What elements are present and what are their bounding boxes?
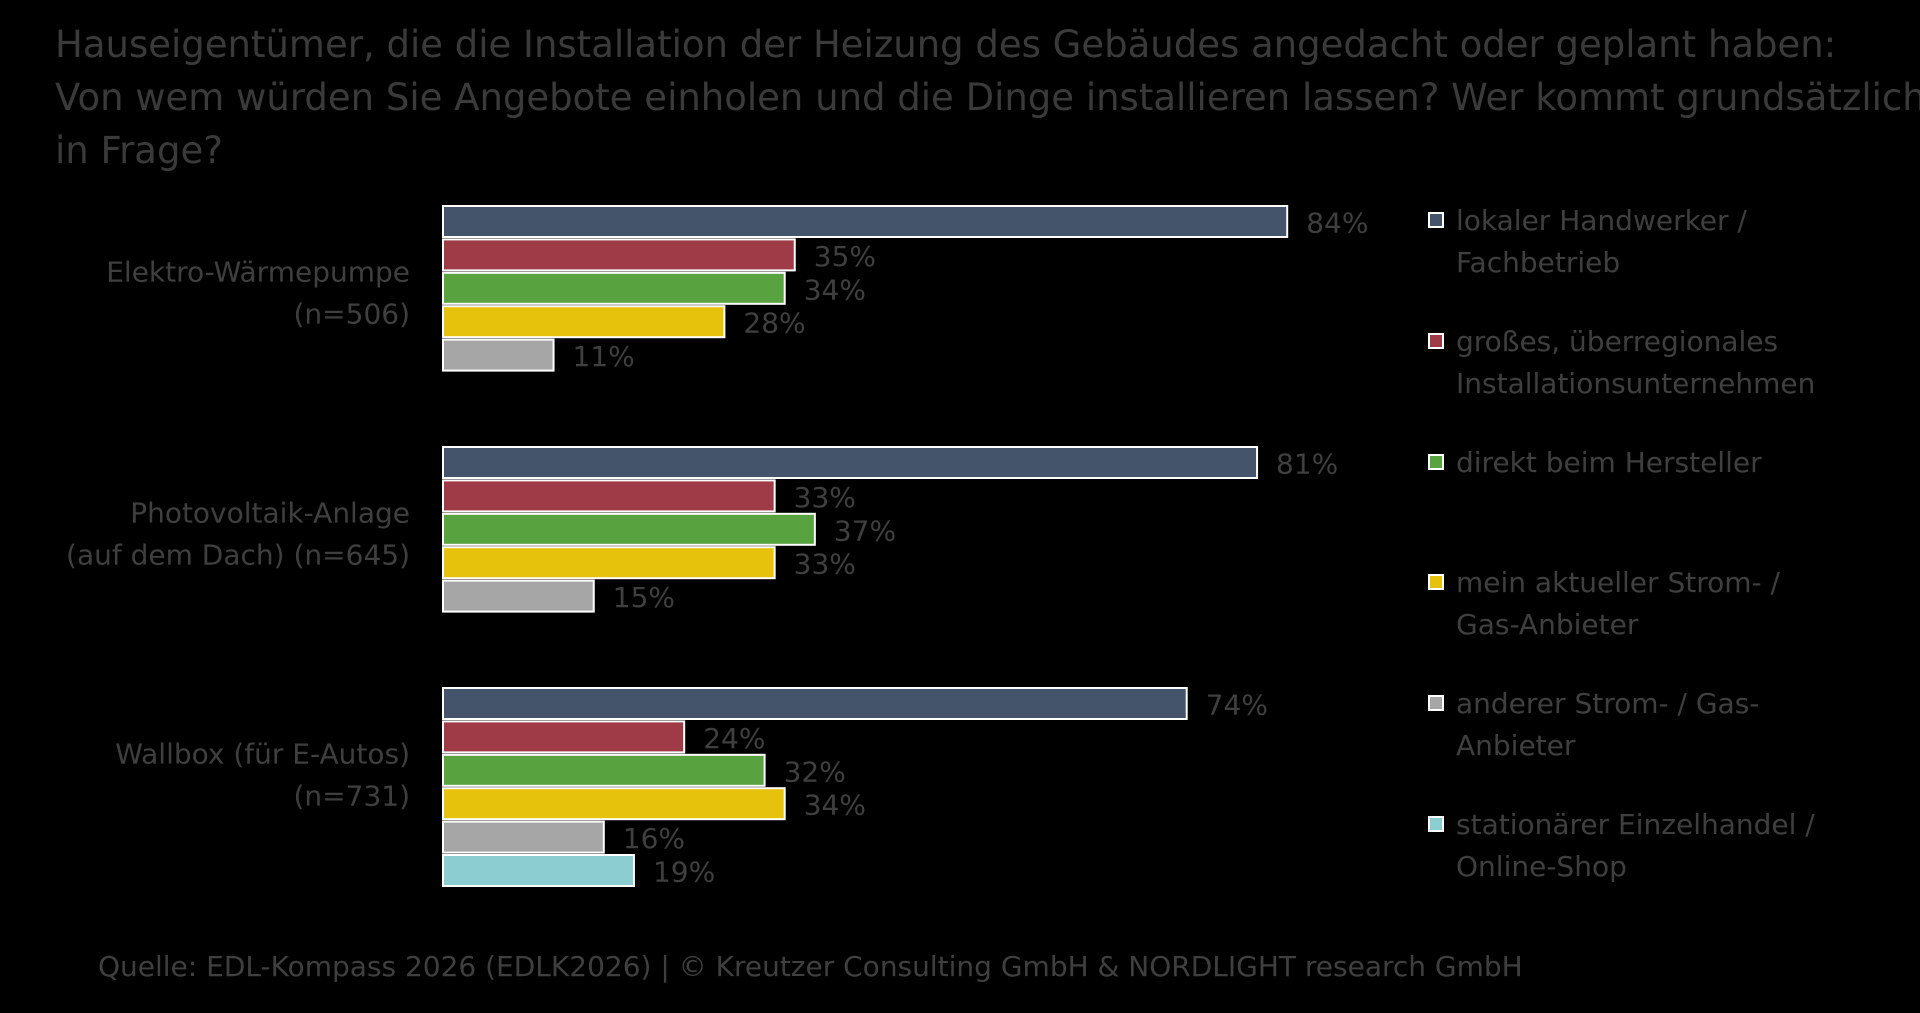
data-label: 37%: [834, 514, 896, 547]
legend-label: großes, überregionales Installationsunter…: [1456, 321, 1896, 405]
legend-label: mein aktueller Strom- / Gas-Anbieter: [1456, 562, 1896, 646]
legend-label: stationärer Einzelhandel / Online-Shop: [1456, 804, 1896, 888]
legend-label-line-2: Installationsunternehmen: [1456, 367, 1816, 400]
legend-label-line-1: lokaler Handwerker /: [1456, 204, 1747, 237]
data-label: 35%: [814, 240, 876, 273]
data-label: 15%: [613, 581, 675, 614]
legend-label-line-1: großes, überregionales: [1456, 325, 1779, 358]
chart-title-line-3: in Frage?: [55, 129, 223, 172]
data-label: 19%: [653, 856, 715, 889]
category-sample-size: (auf dem Dach) (n=645): [66, 539, 410, 572]
chart-title-line-1: Hauseigentümer, die die Installation der…: [55, 23, 1837, 66]
legend-label-line-1: mein aktueller Strom- /: [1456, 566, 1780, 599]
data-label: 33%: [794, 548, 856, 581]
legend-swatch: [1428, 454, 1444, 470]
source-note: Quelle: EDL-Kompass 2026 (EDLK2026) | © …: [98, 950, 1523, 983]
bar: [442, 305, 726, 339]
data-label: 34%: [804, 789, 866, 822]
bar: [442, 546, 776, 580]
data-label: 34%: [804, 273, 866, 306]
legend-swatch: [1428, 574, 1444, 590]
category-label: Elektro-Wärmepumpe: [106, 256, 410, 289]
legend-label-line-1: direkt beim Hersteller: [1456, 446, 1762, 479]
legend-label: direkt beim Hersteller: [1456, 442, 1896, 484]
data-label: 32%: [784, 755, 846, 788]
bar: [442, 512, 816, 546]
data-label: 11%: [573, 340, 635, 373]
data-label: 33%: [794, 481, 856, 514]
bar: [442, 787, 786, 821]
legend-label: anderer Strom- / Gas- Anbieter: [1456, 683, 1896, 767]
legend-label-line-1: anderer Strom- / Gas-: [1456, 687, 1760, 720]
bar: [442, 479, 776, 513]
legend-swatch: [1428, 212, 1444, 228]
legend-swatch: [1428, 695, 1444, 711]
bar: [442, 687, 1188, 720]
data-label: 24%: [703, 722, 765, 755]
legend-label-line-2: Online-Shop: [1456, 850, 1627, 883]
legend-label: lokaler Handwerker / Fachbetrieb: [1456, 200, 1896, 284]
bar: [442, 205, 1289, 238]
bar: [442, 338, 555, 372]
data-label: 28%: [743, 307, 805, 340]
data-label: 16%: [623, 822, 685, 855]
data-label: 74%: [1206, 689, 1268, 722]
legend-label-line-2: Anbieter: [1456, 729, 1576, 762]
legend-label-line-1: stationärer Einzelhandel /: [1456, 808, 1815, 841]
legend-label-line-2: Fachbetrieb: [1456, 246, 1621, 279]
chart-title-line-2: Von wem würden Sie Angebote einholen und…: [55, 76, 1920, 119]
bar: [442, 820, 605, 854]
legend-label-line-2: Gas-Anbieter: [1456, 608, 1639, 641]
bar: [442, 753, 766, 787]
legend-swatch: [1428, 816, 1444, 832]
category-sample-size: (n=506): [294, 298, 411, 331]
bar: [442, 720, 686, 754]
bar-chart: Elektro-Wärmepumpe(n=506)84%35%34%28%11%…: [66, 205, 1368, 889]
bar: [442, 579, 595, 613]
bar: [442, 854, 635, 887]
category-label: Photovoltaik-Anlage: [130, 497, 410, 530]
bar: [442, 446, 1259, 479]
bar: [442, 238, 796, 272]
category-label: Wallbox (für E-Autos): [115, 738, 410, 771]
chart-title: Hauseigentümer, die die Installation der…: [55, 18, 1920, 177]
data-label: 84%: [1306, 207, 1368, 240]
data-label: 81%: [1276, 448, 1338, 481]
legend-swatch: [1428, 333, 1444, 349]
bar: [442, 271, 786, 305]
category-sample-size: (n=731): [294, 780, 411, 813]
